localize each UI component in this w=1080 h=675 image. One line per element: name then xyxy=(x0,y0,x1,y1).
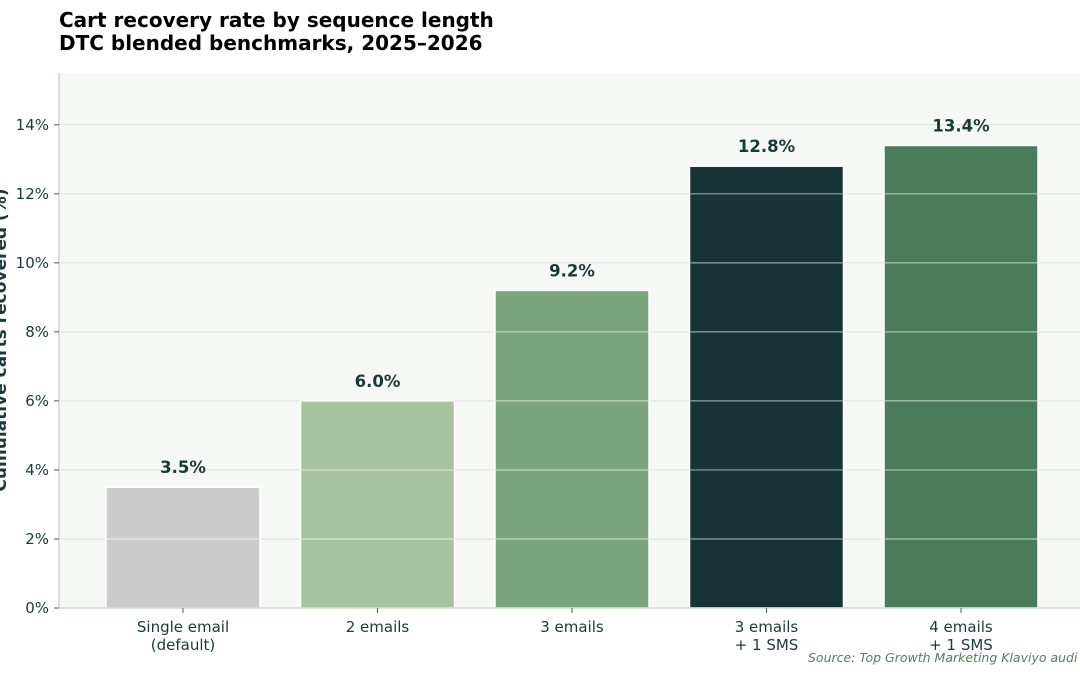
bar xyxy=(688,165,845,609)
chart-title: Cart recovery rate by sequence lengthDTC… xyxy=(59,8,494,55)
data-label: 3.5% xyxy=(160,458,206,477)
data-label: 6.0% xyxy=(355,372,401,391)
y-tick-label: 4% xyxy=(25,461,49,479)
data-label: 9.2% xyxy=(549,261,595,280)
x-tick-label: + 1 SMS xyxy=(735,636,799,654)
bar-gridline-overlay xyxy=(107,193,1037,540)
y-tick-label: 0% xyxy=(25,599,49,617)
bar xyxy=(494,289,650,609)
x-tick-label: + 1 SMS xyxy=(929,636,993,654)
x-tick-label: (default) xyxy=(151,636,215,654)
bar xyxy=(299,400,456,609)
x-tick-label: Single email xyxy=(137,618,229,636)
bar xyxy=(105,486,261,609)
y-tick-label: 12% xyxy=(16,185,49,203)
y-tick-label: 10% xyxy=(16,254,49,272)
bar xyxy=(883,144,1039,609)
y-axis-ticks: 0% 2% 4% 6% 8% 10% 12% 14% xyxy=(16,116,59,617)
axes xyxy=(58,73,1080,609)
x-tick-label: 3 emails xyxy=(540,618,604,636)
y-axis-label: Cumulative carts recovered (%) xyxy=(0,188,11,491)
y-tick-label: 6% xyxy=(25,392,49,410)
x-tick-label: 3 emails xyxy=(735,618,799,636)
data-label: 12.8% xyxy=(738,137,796,156)
y-tick-label: 8% xyxy=(25,323,49,341)
data-label: 13.4% xyxy=(932,116,990,135)
value-labels: 3.5% 6.0% 9.2% 12.8% 13.4% xyxy=(160,116,990,477)
chart-title-line-2: DTC blended benchmarks, 2025–2026 xyxy=(59,31,483,55)
x-tick-label: 4 emails xyxy=(929,618,993,636)
source-note: Source: Top Growth Marketing Klaviyo aud… xyxy=(808,650,1078,665)
x-axis-ticks: Single email(default) 2 emails 3 emails 3 e… xyxy=(137,608,993,654)
y-tick-label: 2% xyxy=(25,530,49,548)
chart-title-line-1: Cart recovery rate by sequence length xyxy=(59,8,494,32)
y-tick-label: 14% xyxy=(16,116,49,134)
x-tick-label: 2 emails xyxy=(346,618,410,636)
